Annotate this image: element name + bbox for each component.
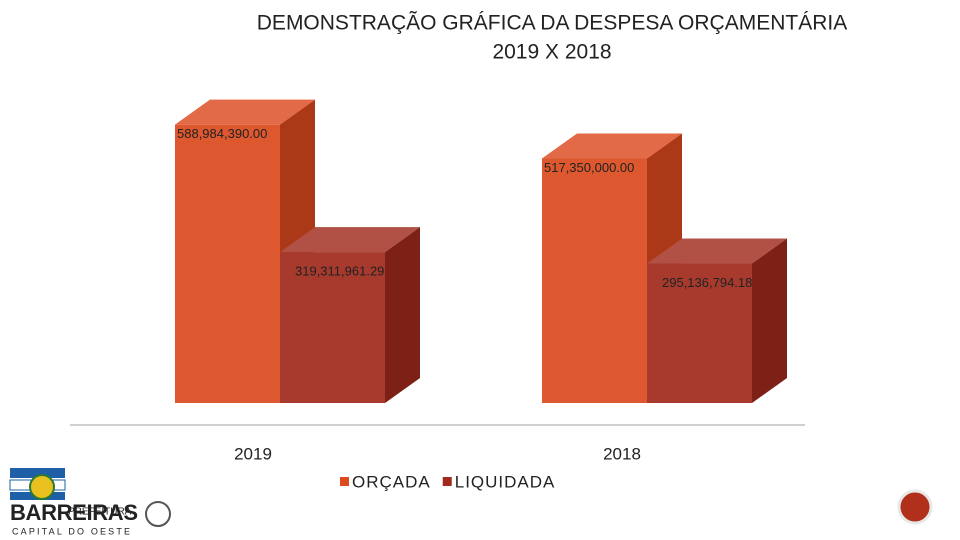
bar-top — [175, 99, 315, 125]
logo-emblem — [29, 474, 55, 500]
logo: PREFEITURA BARREIRAS CAPITAL DO OESTE — [9, 468, 171, 536]
x-tick-label: 2019 — [234, 444, 272, 463]
bar — [280, 227, 420, 403]
bar-top — [280, 227, 420, 253]
bar-side — [385, 227, 420, 403]
chart-subtitle: 2019 X 2018 — [492, 41, 611, 64]
data-label: 588,984,390.00 — [177, 126, 267, 141]
chart-title: DEMONSTRAÇÃO GRÁFICA DA DESPESA ORÇAMENT… — [257, 11, 847, 35]
bar-top-light — [280, 227, 420, 253]
bar-front-light — [280, 252, 385, 403]
logo-seal — [145, 501, 171, 527]
bar — [647, 238, 787, 403]
x-tick-label: 2018 — [603, 444, 641, 463]
bar-front — [542, 158, 647, 403]
bar-top — [542, 133, 682, 159]
legend-swatch — [340, 477, 349, 486]
data-label: 517,350,000.00 — [544, 160, 634, 175]
bar-top-light — [542, 133, 682, 159]
bar-side — [752, 238, 787, 403]
bar-side-shade — [385, 227, 420, 403]
bar-side-shade — [752, 238, 787, 403]
data-label: 319,311,961.29 — [295, 264, 384, 279]
bar-top — [647, 238, 787, 264]
data-label: 295,136,794.18 — [662, 275, 752, 290]
bar-front-light — [647, 263, 752, 403]
bar-top-light — [647, 238, 787, 264]
bar-front-light — [542, 158, 647, 403]
bar-front — [280, 252, 385, 403]
bar-front — [175, 124, 280, 403]
logo-text: PREFEITURA — [68, 507, 132, 518]
logo-text: CAPITAL DO OESTE — [12, 526, 132, 536]
legend-label: ORÇADA — [352, 472, 431, 491]
bar-front-light — [175, 124, 280, 403]
logo-flag — [10, 468, 65, 478]
bar — [175, 99, 315, 403]
bar-top-light — [175, 99, 315, 125]
legend-swatch — [442, 477, 452, 486]
page-badge — [897, 489, 933, 525]
legend-label: LIQUIDADA — [455, 472, 556, 491]
bar-front — [647, 263, 752, 403]
logo-text: BARREIRAS — [10, 500, 138, 525]
